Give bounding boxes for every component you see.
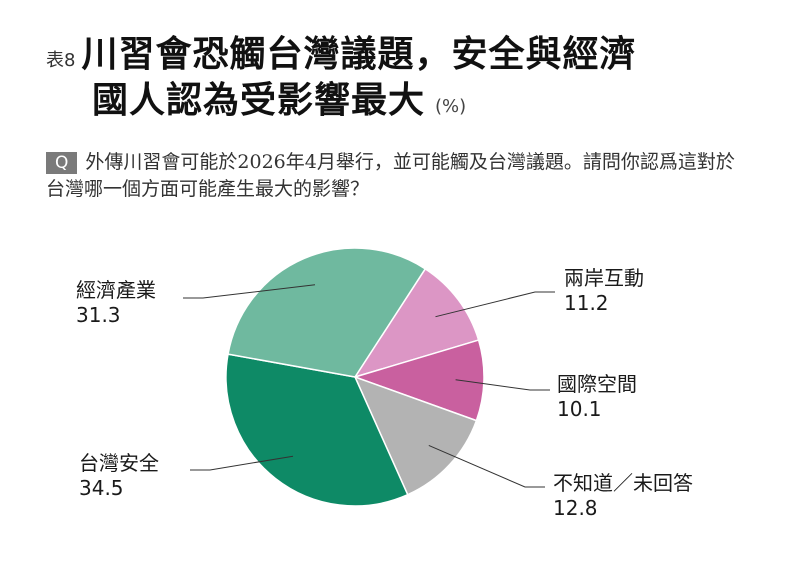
leader-line (435, 291, 555, 318)
slice-value: 12.8 (553, 496, 598, 520)
leader-line (428, 444, 545, 488)
chart-title-line2: 國人認為受影響最大 (92, 80, 426, 121)
slice-value: 34.5 (79, 476, 124, 500)
label-economy: 經濟產業 31.3 (76, 278, 156, 328)
survey-question: Q 外傳川習會可能於2026年4月舉行，並可能觸及台灣議題。請問你認爲這對於台灣哪… (46, 149, 746, 203)
slice-unknown (353, 375, 478, 496)
slice-label: 台灣安全 (79, 451, 159, 475)
question-text: 外傳川習會可能於2026年4月舉行，並可能觸及台灣議題。請問你認爲這對於台灣哪一… (46, 151, 735, 200)
slice-value: 11.2 (564, 291, 609, 315)
chart-title-line1: 川習會恐觸台灣議題，安全與經濟 (81, 34, 637, 75)
leader-line (190, 455, 294, 471)
slice-security (225, 353, 409, 507)
slice-value: 31.3 (76, 303, 121, 327)
unit-label: (%) (435, 96, 467, 117)
title-block: 表8 川習會恐觸台灣議題，安全與經濟 國人認為受影響最大 (%) (46, 32, 636, 124)
slice-label: 經濟產業 (76, 278, 156, 302)
question-badge: Q (46, 152, 78, 174)
slice-economy (227, 247, 427, 378)
slice-label: 不知道／未回答 (553, 471, 693, 495)
slice-cross-strait (353, 267, 480, 379)
leader-line (183, 284, 316, 299)
slice-label: 國際空間 (557, 372, 637, 396)
slice-label: 兩岸互動 (564, 266, 644, 290)
label-cross-strait: 兩岸互動 11.2 (564, 266, 644, 316)
slice-international-space (352, 339, 485, 422)
slice-value: 10.1 (557, 397, 602, 421)
leader-line (455, 379, 550, 391)
table-number: 表8 (46, 50, 76, 71)
label-international-space: 國際空間 10.1 (557, 372, 637, 422)
label-security: 台灣安全 34.5 (79, 451, 159, 501)
label-unknown: 不知道／未回答 12.8 (553, 471, 693, 521)
